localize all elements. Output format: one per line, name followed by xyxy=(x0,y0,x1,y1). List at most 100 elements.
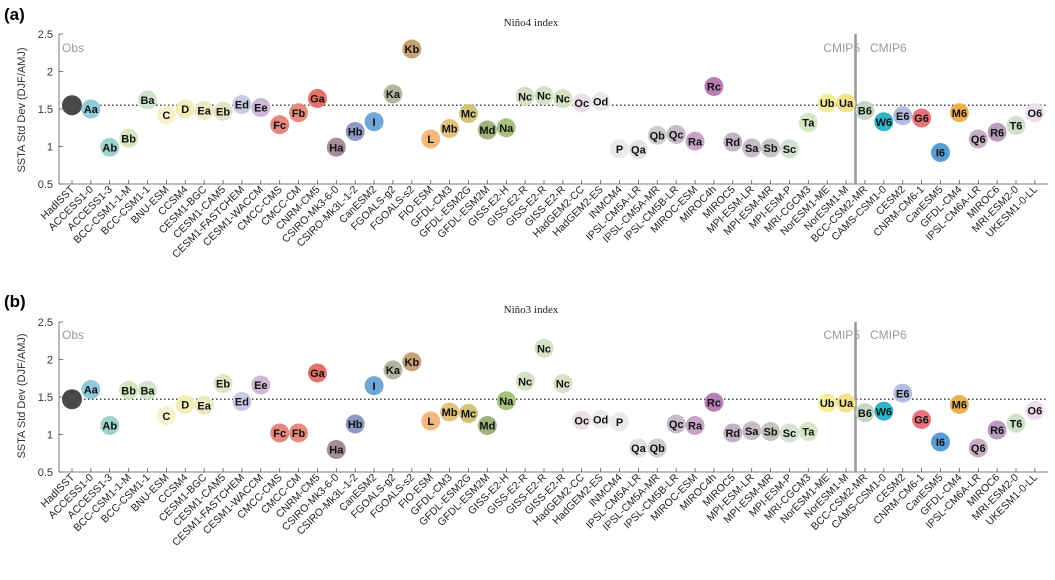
model-marker-label: Rc xyxy=(707,82,721,94)
model-marker-label: Rd xyxy=(725,137,740,149)
model-marker-label: Rc xyxy=(707,397,721,409)
model-marker-label: C xyxy=(162,110,170,122)
y-tick-label: 2.5 xyxy=(38,317,53,329)
model-marker-label: Ua xyxy=(839,398,854,410)
model-marker-label: Mb xyxy=(442,407,458,419)
obs-label: Obs xyxy=(62,41,84,55)
model-marker xyxy=(628,438,648,458)
model-marker xyxy=(628,140,648,159)
model-marker xyxy=(968,129,988,149)
model-marker xyxy=(251,375,271,395)
model-marker xyxy=(270,115,290,135)
model-marker xyxy=(232,392,252,411)
model-marker-label: Eb xyxy=(216,379,230,391)
model-marker xyxy=(515,371,535,391)
model-marker xyxy=(81,380,101,399)
model-marker xyxy=(81,99,101,119)
model-marker xyxy=(647,438,667,458)
model-marker xyxy=(949,103,969,123)
model-marker-label: Ha xyxy=(329,142,344,154)
model-marker-label: P xyxy=(616,144,623,156)
obs-marker xyxy=(62,389,82,410)
y-tick-label: 1.5 xyxy=(38,392,53,404)
model-marker-label: M6 xyxy=(952,108,967,120)
model-marker-label: Ea xyxy=(197,106,211,118)
model-marker xyxy=(855,101,875,120)
model-marker xyxy=(572,93,592,113)
model-marker-label: Sc xyxy=(783,428,796,440)
model-marker-label: Oc xyxy=(574,98,589,110)
model-marker xyxy=(912,108,932,128)
model-marker xyxy=(685,131,705,151)
model-marker xyxy=(289,103,309,123)
model-marker-label: Sc xyxy=(783,144,796,156)
model-marker xyxy=(779,139,799,159)
model-marker-label: Hb xyxy=(348,419,363,431)
model-marker-label: Nc xyxy=(556,94,570,106)
model-marker-label: Eb xyxy=(216,106,230,118)
y-tick-label: 1 xyxy=(47,142,53,154)
model-marker-label: Nc xyxy=(518,376,532,388)
model-marker-label: Na xyxy=(499,123,514,135)
model-marker-label: Kb xyxy=(405,44,420,56)
model-marker xyxy=(779,423,799,443)
model-marker-label: Aa xyxy=(84,385,99,397)
model-marker-label: Ab xyxy=(102,421,117,433)
model-marker xyxy=(175,395,195,414)
model-marker xyxy=(817,93,837,113)
model-marker-label: Bb xyxy=(121,133,136,145)
model-marker-label: Qb xyxy=(650,130,666,142)
model-marker-label: Ua xyxy=(839,98,854,110)
model-marker-label: I6 xyxy=(936,437,945,449)
model-marker-label: T6 xyxy=(1010,121,1023,133)
model-marker-label: Ka xyxy=(386,365,401,377)
model-marker xyxy=(534,86,554,105)
model-marker-label: Mc xyxy=(461,109,476,121)
model-marker xyxy=(496,118,516,138)
model-marker xyxy=(912,410,932,429)
model-marker xyxy=(666,414,686,434)
model-marker-label: Ra xyxy=(688,421,703,433)
model-marker xyxy=(930,143,950,162)
model-marker-label: I xyxy=(373,117,376,129)
model-marker-label: Fc xyxy=(273,120,286,132)
model-marker xyxy=(251,98,271,117)
model-marker-label: Ee xyxy=(254,380,267,392)
model-marker-label: W6 xyxy=(876,406,893,418)
model-marker-label: D xyxy=(181,400,189,412)
cmip6-label: CMIP6 xyxy=(870,328,907,342)
y-tick-label: 1.5 xyxy=(38,104,53,116)
model-marker xyxy=(591,410,611,429)
model-marker xyxy=(364,376,384,396)
model-marker xyxy=(723,132,743,152)
model-marker-label: Od xyxy=(593,415,608,427)
cmip5-label: CMIP5 xyxy=(823,328,860,342)
panel-letter: (b) xyxy=(4,292,26,311)
model-marker-label: Qc xyxy=(669,130,684,142)
model-marker-label: Md xyxy=(479,421,495,433)
model-marker xyxy=(402,39,422,59)
model-marker xyxy=(138,90,158,110)
model-marker xyxy=(930,432,950,452)
model-marker-label: Ba xyxy=(140,385,155,397)
model-marker-label: Q6 xyxy=(971,134,986,146)
model-marker-label: Bb xyxy=(121,385,136,397)
model-marker-label: Rd xyxy=(725,428,740,440)
model-marker xyxy=(270,423,290,443)
model-marker xyxy=(289,423,309,443)
model-marker-label: Ga xyxy=(310,94,326,106)
model-marker-label: Qa xyxy=(631,443,647,455)
model-marker xyxy=(100,416,120,435)
model-marker xyxy=(742,138,762,158)
model-marker xyxy=(666,125,686,144)
model-marker xyxy=(345,122,365,141)
model-marker-label: Qc xyxy=(669,419,684,431)
model-marker-label: Mb xyxy=(442,124,458,136)
model-marker xyxy=(213,374,233,393)
model-marker xyxy=(874,401,894,421)
model-marker-label: L xyxy=(427,416,434,428)
model-marker-label: Nc xyxy=(518,91,532,103)
model-marker-label: Ed xyxy=(235,397,249,409)
obs-label: Obs xyxy=(62,328,84,342)
model-marker xyxy=(496,391,516,411)
